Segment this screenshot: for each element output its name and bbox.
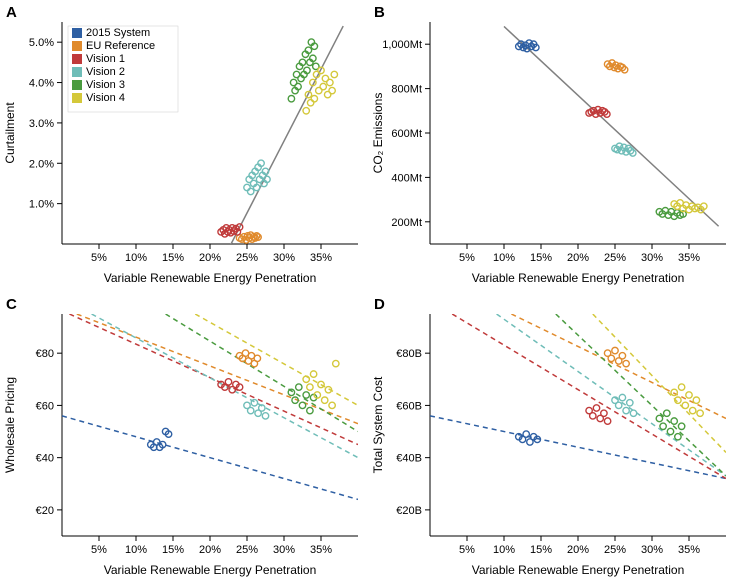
- panel-label-c: C: [6, 296, 17, 313]
- panel-label-d: D: [374, 296, 385, 313]
- svg-text:€20B: €20B: [396, 505, 422, 517]
- svg-text:35%: 35%: [678, 252, 700, 264]
- svg-text:Wholesale Pricing: Wholesale Pricing: [3, 377, 17, 473]
- svg-text:€80: €80: [36, 348, 54, 360]
- svg-text:€60B: €60B: [396, 400, 422, 412]
- svg-text:20%: 20%: [567, 252, 589, 264]
- svg-text:600Mt: 600Mt: [391, 128, 422, 140]
- svg-text:Vision 1: Vision 1: [86, 53, 125, 65]
- svg-text:30%: 30%: [273, 544, 295, 556]
- svg-text:€40B: €40B: [396, 453, 422, 465]
- svg-text:5%: 5%: [91, 544, 107, 556]
- svg-text:€40: €40: [36, 453, 54, 465]
- svg-text:€60: €60: [36, 400, 54, 412]
- svg-text:5%: 5%: [459, 544, 475, 556]
- svg-text:Variable Renewable Energy Pene: Variable Renewable Energy Penetration: [472, 271, 685, 285]
- svg-text:5%: 5%: [459, 252, 475, 264]
- svg-text:10%: 10%: [493, 544, 515, 556]
- svg-text:2015 System: 2015 System: [86, 27, 150, 39]
- svg-text:400Mt: 400Mt: [391, 172, 422, 184]
- panel-d: D 5% 10% 15% 20% 25% 30% 35% €20B €40B €60B €80B Va…: [368, 292, 736, 584]
- svg-text:10%: 10%: [493, 252, 515, 264]
- svg-text:15%: 15%: [530, 544, 552, 556]
- svg-text:1.0%: 1.0%: [29, 199, 54, 211]
- svg-text:4.0%: 4.0%: [29, 78, 54, 90]
- svg-text:30%: 30%: [641, 544, 663, 556]
- svg-text:25%: 25%: [604, 252, 626, 264]
- svg-text:15%: 15%: [162, 252, 184, 264]
- svg-text:€20: €20: [36, 505, 54, 517]
- svg-text:Total System Cost: Total System Cost: [371, 376, 385, 473]
- svg-text:€80B: €80B: [396, 348, 422, 360]
- svg-text:25%: 25%: [236, 252, 258, 264]
- svg-text:Variable Renewable Energy Pene: Variable Renewable Energy Penetration: [104, 563, 317, 577]
- svg-text:Vision 2: Vision 2: [86, 66, 125, 78]
- svg-text:800Mt: 800Mt: [391, 84, 422, 96]
- svg-text:3.0%: 3.0%: [29, 118, 54, 130]
- svg-text:10%: 10%: [125, 252, 147, 264]
- panel-a: A 5% 10% 15% 20% 25% 30% 35% 1.0% 2.0% 3.0% 4.0% 5.…: [0, 0, 368, 292]
- svg-text:30%: 30%: [641, 252, 663, 264]
- svg-text:Vision 3: Vision 3: [86, 79, 125, 91]
- svg-text:20%: 20%: [199, 544, 221, 556]
- svg-text:Variable Renewable Energy Pene: Variable Renewable Energy Penetration: [104, 271, 317, 285]
- svg-text:1,000Mt: 1,000Mt: [382, 39, 422, 51]
- svg-text:Variable Renewable Energy Pene: Variable Renewable Energy Penetration: [472, 563, 685, 577]
- svg-text:35%: 35%: [310, 544, 332, 556]
- svg-text:Curtailment: Curtailment: [3, 102, 17, 164]
- svg-text:30%: 30%: [273, 252, 295, 264]
- svg-text:35%: 35%: [678, 544, 700, 556]
- svg-text:15%: 15%: [162, 544, 184, 556]
- svg-text:35%: 35%: [310, 252, 332, 264]
- svg-text:EU Reference: EU Reference: [86, 40, 155, 52]
- chart-d: 5% 10% 15% 20% 25% 30% 35% €20B €40B €60B €80B Vari…: [368, 292, 736, 584]
- chart-grid: A 5% 10% 15% 20% 25% 30% 35% 1.0% 2.0% 3.0% 4.0% 5.…: [0, 0, 736, 584]
- chart-c: 5% 10% 15% 20% 25% 30% 35% €20 €40 €60 €80 Variable…: [0, 292, 368, 584]
- chart-b: 5% 10% 15% 20% 25% 30% 35% 200Mt 400Mt 600Mt 800Mt…: [368, 0, 736, 292]
- svg-text:5%: 5%: [91, 252, 107, 264]
- svg-text:10%: 10%: [125, 544, 147, 556]
- svg-text:20%: 20%: [567, 544, 589, 556]
- svg-text:Vision 4: Vision 4: [86, 92, 125, 104]
- svg-text:CO₂ Emissions: CO₂ Emissions: [371, 93, 385, 174]
- svg-text:200Mt: 200Mt: [391, 217, 422, 229]
- svg-text:5.0%: 5.0%: [29, 37, 54, 49]
- svg-text:25%: 25%: [604, 544, 626, 556]
- svg-text:20%: 20%: [199, 252, 221, 264]
- svg-text:25%: 25%: [236, 544, 258, 556]
- chart-a: 5% 10% 15% 20% 25% 30% 35% 1.0% 2.0% 3.0% 4.0% 5.0%…: [0, 0, 368, 292]
- panel-b: B 5% 10% 15% 20% 25% 30% 35% 200Mt 400Mt 600Mt 800…: [368, 0, 736, 292]
- panel-label-b: B: [374, 4, 385, 21]
- svg-text:15%: 15%: [530, 252, 552, 264]
- panel-c: C 5% 10% 15% 20% 25% 30% 35% €20 €40 €60 €80 Variab…: [0, 292, 368, 584]
- svg-text:2.0%: 2.0%: [29, 158, 54, 170]
- panel-label-a: A: [6, 4, 17, 21]
